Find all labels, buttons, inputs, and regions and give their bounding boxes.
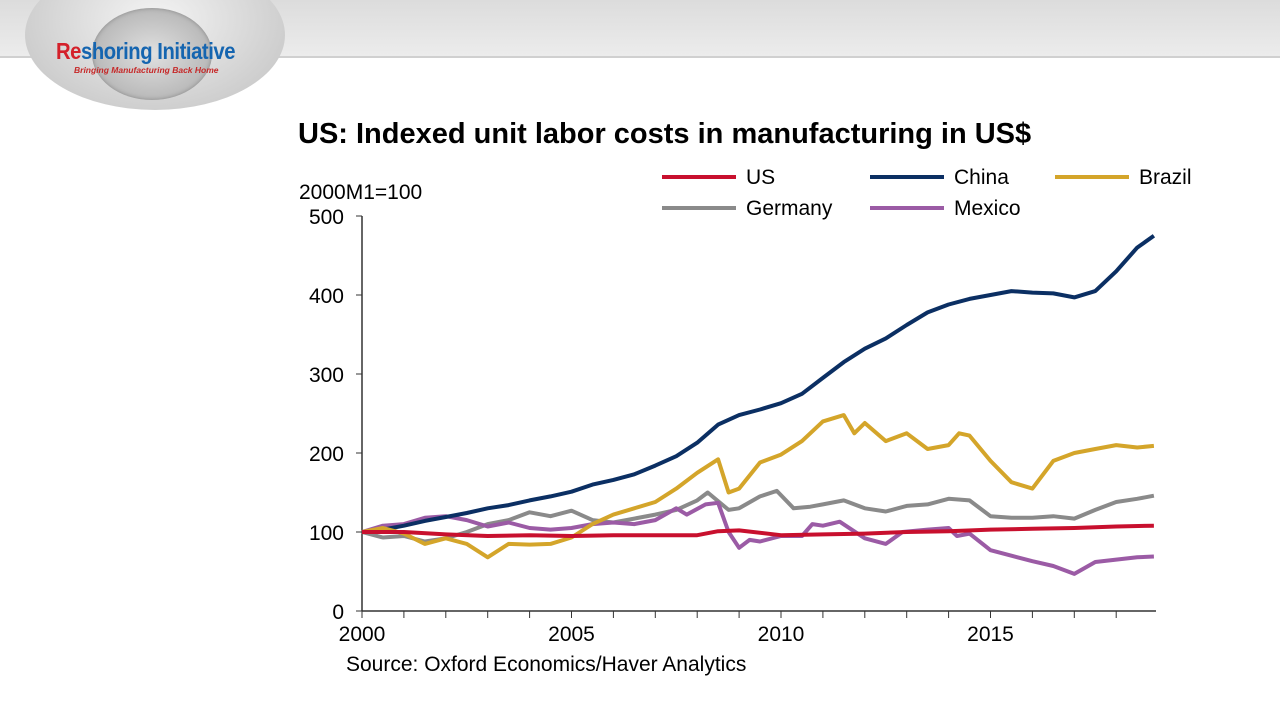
x-tick-label: 2005	[548, 623, 595, 646]
series-line-china	[361, 234, 1156, 534]
legend-label-mexico: Mexico	[954, 197, 1021, 220]
legend-label-us: US	[746, 166, 775, 189]
logo-name: Reshoring Initiative	[56, 38, 236, 64]
series-line-us	[362, 523, 1154, 538]
logo-tagline: Bringing Manufacturing Back Home	[74, 65, 219, 75]
x-tick-label: 2010	[758, 623, 805, 646]
y-tick-label: 200	[309, 443, 344, 466]
logo-globe	[92, 8, 212, 100]
y-tick-label: 300	[309, 364, 344, 387]
legend-label-germany: Germany	[746, 197, 833, 220]
x-tick-label: 2000	[339, 623, 386, 646]
y-tick-label: 400	[309, 285, 344, 308]
legend-label-brazil: Brazil	[1139, 166, 1192, 189]
series-line-mexico	[361, 500, 1154, 576]
series-line-brazil	[361, 413, 1155, 560]
y-tick-label: 100	[309, 522, 344, 545]
y-tick-label: 0	[332, 601, 344, 624]
legend-label-china: China	[954, 166, 1009, 189]
x-tick-label: 2015	[967, 623, 1014, 646]
y-tick-label: 500	[309, 206, 344, 229]
source-note: Source: Oxford Economics/Haver Analytics	[346, 653, 746, 676]
y-axis-label: 2000M1=100	[299, 181, 422, 204]
series-line-germany	[361, 488, 1155, 544]
chart-title: US: Indexed unit labor costs in manufact…	[298, 118, 1032, 150]
